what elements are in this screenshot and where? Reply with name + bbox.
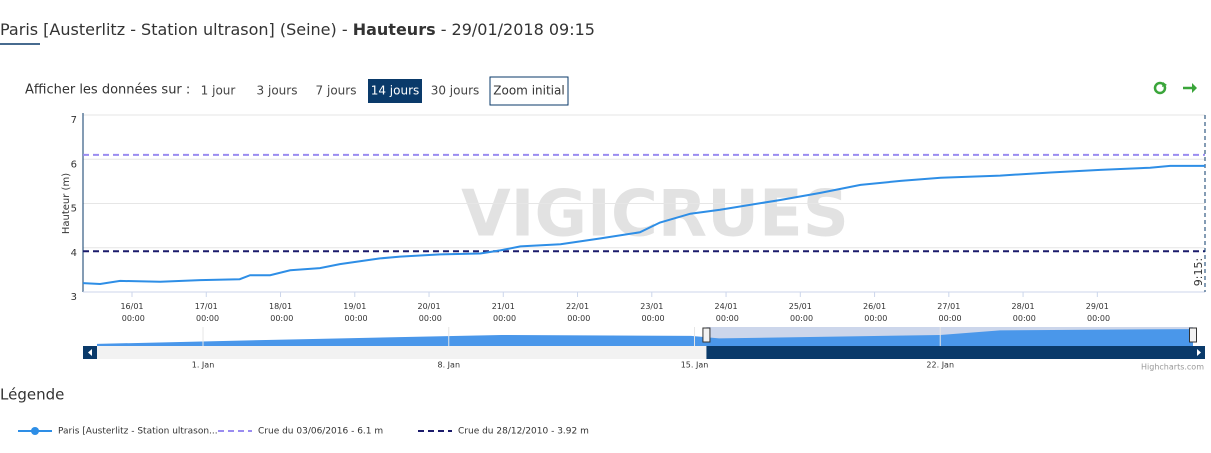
x-tick-label: 19/01 00:00	[342, 302, 368, 323]
x-tick-part: 29/01	[1086, 302, 1109, 311]
range-label[interactable]: 14 jours	[371, 84, 420, 98]
x-tick-label: 16/01 00:00	[119, 302, 145, 323]
range-button[interactable]	[368, 79, 422, 103]
legend-label[interactable]: Crue du 03/06/2016 - 6.1 m	[258, 427, 383, 437]
y-tick-label: 3	[71, 292, 77, 303]
x-tick-label: 18/01 00:00	[268, 302, 294, 323]
range-label[interactable]: 1 jour	[201, 84, 236, 98]
navigator-label: 1. Jan	[192, 361, 215, 370]
x-tick-part: 00:00	[1010, 314, 1036, 323]
x-tick-label: 24/01 00:00	[713, 302, 739, 323]
export-icon[interactable]	[1183, 83, 1197, 93]
x-tick-label: 21/01 00:00	[490, 302, 516, 323]
scroll-arrow	[1197, 349, 1201, 356]
x-tick-part: 00:00	[862, 314, 888, 323]
x-tick-part: 23/01	[640, 302, 663, 311]
x-tick-part: 17/01	[195, 302, 218, 311]
x-tick-part: 00:00	[565, 314, 591, 323]
navigator-handle[interactable]	[1189, 327, 1197, 343]
zoom-button[interactable]	[489, 76, 569, 106]
x-tick-label: 22/01 00:00	[565, 302, 591, 323]
y-tick-label: 5	[71, 204, 77, 215]
x-tick-part: 00:00	[490, 314, 516, 323]
x-tick-part: 16/01	[120, 302, 143, 311]
x-tick-part: 26/01	[863, 302, 886, 311]
x-tick-label: 29/01 00:00	[1085, 302, 1111, 323]
x-tick-label: 27/01 00:00	[936, 302, 962, 323]
x-tick-label: 26/01 00:00	[862, 302, 888, 323]
y-tick-label: 4	[71, 248, 77, 259]
navigator-area	[97, 329, 1193, 346]
x-tick-part: 00:00	[268, 314, 294, 323]
scrollbar-thumb[interactable]	[706, 346, 1205, 359]
series-line	[82, 164, 1205, 286]
x-tick-part: 00:00	[193, 314, 219, 323]
controls-label: Afficher les données sur :	[25, 83, 190, 98]
x-tick-part: 19/01	[343, 302, 366, 311]
navigator-label: 15. Jan	[681, 361, 709, 370]
navigator-label: 8. Jan	[438, 361, 461, 370]
credits[interactable]: Highcharts.com	[1141, 363, 1204, 372]
range-label[interactable]: 7 jours	[316, 84, 357, 98]
x-tick-part: 00:00	[788, 314, 814, 323]
navigator-handle[interactable]	[702, 327, 711, 343]
x-tick-part: 28/01	[1012, 302, 1035, 311]
x-tick-label: 17/01 00:00	[193, 302, 219, 323]
x-tick-label: 20/01 00:00	[416, 302, 442, 323]
x-tick-label: 25/01 00:00	[788, 302, 814, 323]
legend-title: Légende	[0, 386, 64, 404]
now-label: 9:15:	[1192, 258, 1205, 286]
x-tick-label: 23/01 00:00	[639, 302, 665, 323]
x-tick-part: 27/01	[937, 302, 960, 311]
y-tick-label: 7	[71, 115, 77, 126]
legend-label[interactable]: Paris [Austerlitz - Station ultrason...	[58, 427, 218, 437]
x-tick-part: 00:00	[1085, 314, 1111, 323]
station: Paris [Austerlitz - Station ultrason] (S…	[0, 20, 353, 39]
navigator-label: 22. Jan	[926, 361, 954, 370]
watermark: VIGICRUES	[461, 178, 849, 252]
x-tick-part: 00:00	[936, 314, 962, 323]
range-label[interactable]: 3 jours	[257, 84, 298, 98]
x-tick-part: 00:00	[342, 314, 368, 323]
y-axis-label: Hauteur (m)	[61, 173, 72, 234]
x-tick-part: 00:00	[639, 314, 665, 323]
x-tick-part: 21/01	[492, 302, 515, 311]
header-title: Paris [Austerlitz - Station ultrason] (S…	[0, 20, 595, 39]
zoom-label[interactable]: Zoom initial	[493, 84, 564, 98]
x-tick-part: 22/01	[566, 302, 589, 311]
x-tick-part: 00:00	[119, 314, 145, 323]
x-tick-part: 25/01	[789, 302, 812, 311]
x-tick-part: 00:00	[416, 314, 442, 323]
legend-marker	[31, 427, 39, 435]
y-tick-label: 6	[71, 159, 77, 170]
x-tick-label: 28/01 00:00	[1010, 302, 1036, 323]
scroll-arrow	[88, 349, 92, 356]
measure: Hauteurs	[353, 20, 436, 39]
range-label[interactable]: 30 jours	[431, 84, 480, 98]
x-tick-part: 18/01	[269, 302, 292, 311]
x-tick-part: 00:00	[713, 314, 739, 323]
x-tick-part: 20/01	[417, 302, 440, 311]
refresh-icon[interactable]	[1153, 81, 1167, 95]
datetime: - 29/01/2018 09:15	[436, 20, 595, 39]
legend-label[interactable]: Crue du 28/12/2010 - 3.92 m	[458, 427, 589, 437]
x-tick-part: 24/01	[715, 302, 738, 311]
